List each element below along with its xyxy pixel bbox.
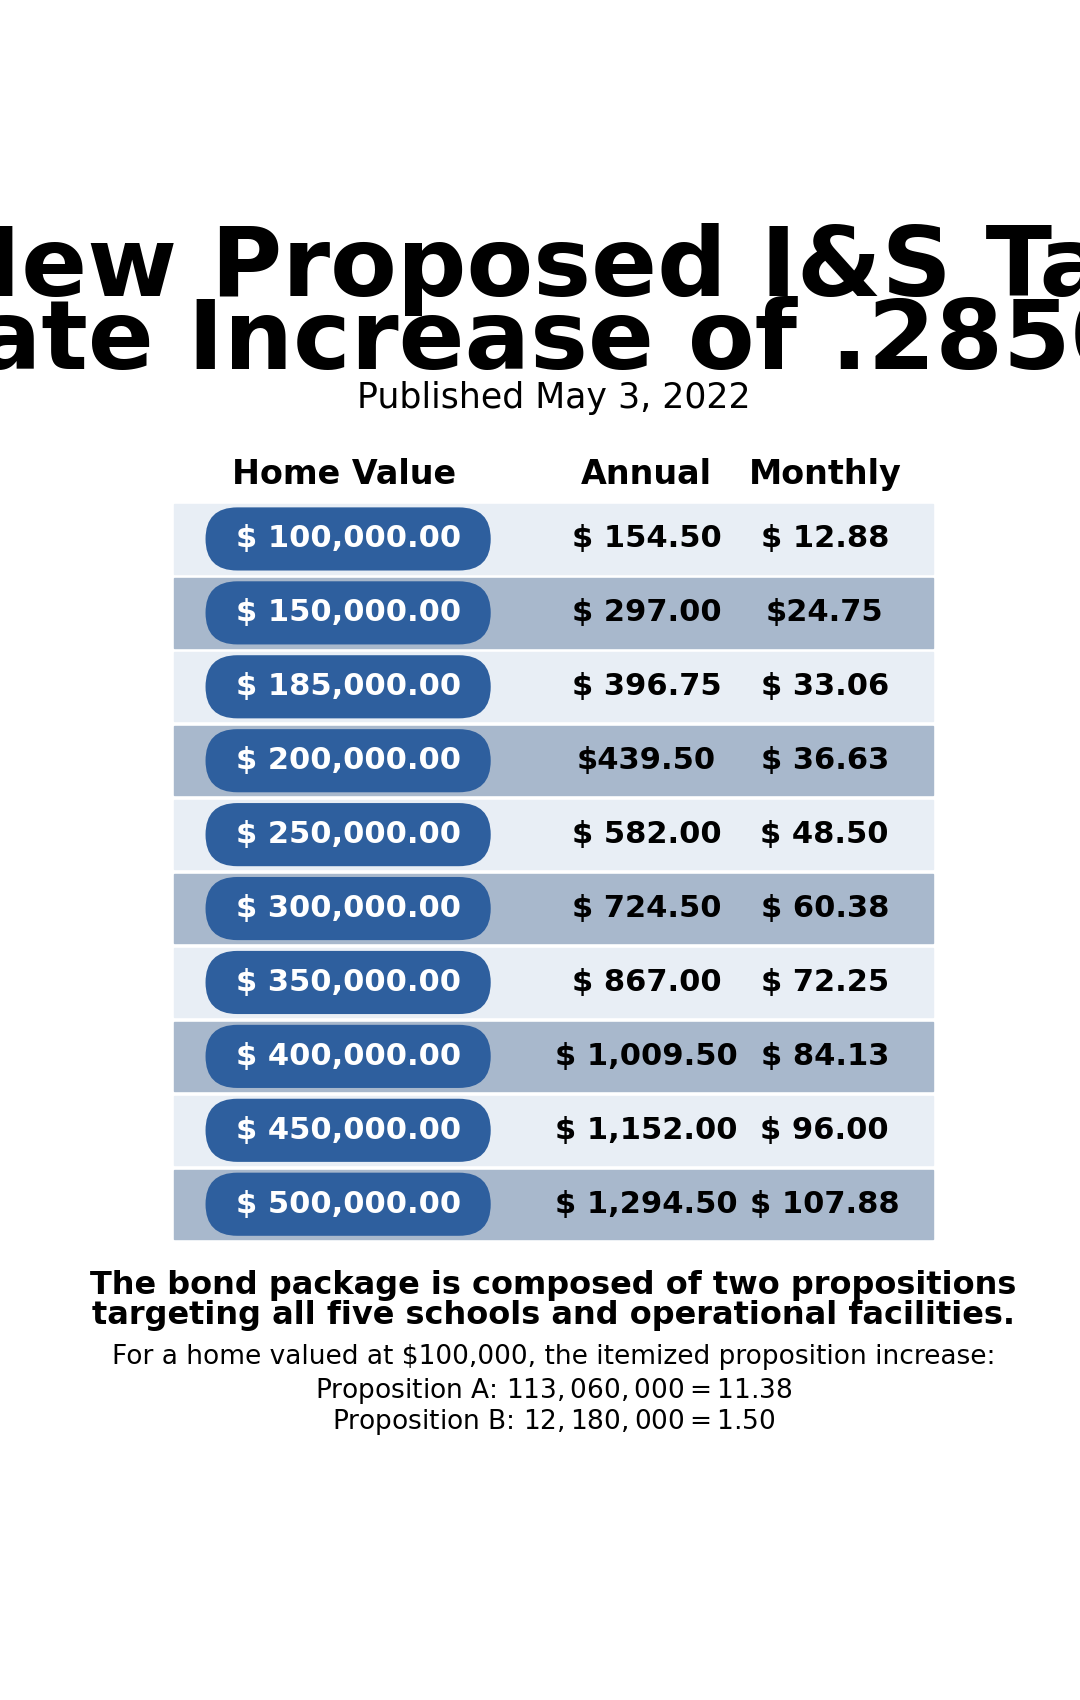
Text: $ 582.00: $ 582.00 xyxy=(571,819,721,848)
Text: Home Value: Home Value xyxy=(232,457,457,491)
Bar xyxy=(174,726,933,796)
FancyBboxPatch shape xyxy=(205,1173,490,1236)
FancyBboxPatch shape xyxy=(205,581,490,644)
FancyBboxPatch shape xyxy=(205,1098,490,1161)
Text: $ 84.13: $ 84.13 xyxy=(760,1042,889,1071)
Bar xyxy=(174,1096,933,1164)
FancyBboxPatch shape xyxy=(205,877,490,940)
Text: New Proposed I&S Tax: New Proposed I&S Tax xyxy=(0,223,1080,316)
Text: $ 1,152.00: $ 1,152.00 xyxy=(555,1115,738,1144)
Text: $ 150,000.00: $ 150,000.00 xyxy=(235,598,461,627)
FancyBboxPatch shape xyxy=(205,729,490,792)
Bar xyxy=(174,949,933,1017)
Text: $24.75: $24.75 xyxy=(766,598,883,627)
Text: Annual: Annual xyxy=(581,457,712,491)
Text: $ 724.50: $ 724.50 xyxy=(571,894,721,923)
Bar xyxy=(174,1170,933,1239)
Text: The bond package is composed of two propositions: The bond package is composed of two prop… xyxy=(91,1270,1016,1302)
Text: $ 297.00: $ 297.00 xyxy=(571,598,721,627)
Text: $ 48.50: $ 48.50 xyxy=(760,819,889,848)
Text: $ 107.88: $ 107.88 xyxy=(750,1190,900,1219)
Text: $ 12.88: $ 12.88 xyxy=(760,525,889,554)
Text: targeting all five schools and operational facilities.: targeting all five schools and operation… xyxy=(92,1300,1015,1331)
Text: $ 100,000.00: $ 100,000.00 xyxy=(235,525,461,554)
Text: Rate Increase of .2850¢: Rate Increase of .2850¢ xyxy=(0,296,1080,389)
Bar xyxy=(174,578,933,648)
Text: $ 1,294.50: $ 1,294.50 xyxy=(555,1190,738,1219)
Text: $ 867.00: $ 867.00 xyxy=(571,967,721,996)
Text: $ 154.50: $ 154.50 xyxy=(571,525,721,554)
Text: $ 200,000.00: $ 200,000.00 xyxy=(235,746,461,775)
Text: $ 300,000.00: $ 300,000.00 xyxy=(235,894,461,923)
FancyBboxPatch shape xyxy=(205,507,490,571)
Text: Monthly: Monthly xyxy=(748,457,901,491)
Bar xyxy=(174,653,933,721)
Text: $ 185,000.00: $ 185,000.00 xyxy=(235,672,461,702)
Text: $ 33.06: $ 33.06 xyxy=(760,672,889,702)
Bar xyxy=(174,1022,933,1091)
Text: $ 396.75: $ 396.75 xyxy=(571,672,721,702)
FancyBboxPatch shape xyxy=(205,1025,490,1088)
Text: $ 450,000.00: $ 450,000.00 xyxy=(235,1115,461,1144)
Text: Proposition B: $12,180,000 = $1.50: Proposition B: $12,180,000 = $1.50 xyxy=(332,1406,775,1436)
Text: $439.50: $439.50 xyxy=(577,746,716,775)
Text: Published May 3, 2022: Published May 3, 2022 xyxy=(356,381,751,415)
Text: For a home valued at $100,000, the itemized proposition increase:: For a home valued at $100,000, the itemi… xyxy=(111,1343,996,1370)
Bar xyxy=(174,874,933,944)
Text: $ 72.25: $ 72.25 xyxy=(760,967,889,996)
Text: $ 250,000.00: $ 250,000.00 xyxy=(235,819,461,848)
FancyBboxPatch shape xyxy=(205,950,490,1013)
Text: $ 350,000.00: $ 350,000.00 xyxy=(235,967,461,996)
Text: $ 1,009.50: $ 1,009.50 xyxy=(555,1042,738,1071)
Text: $ 60.38: $ 60.38 xyxy=(760,894,889,923)
Text: $ 500,000.00: $ 500,000.00 xyxy=(235,1190,461,1219)
FancyBboxPatch shape xyxy=(205,654,490,719)
Bar xyxy=(174,801,933,869)
FancyBboxPatch shape xyxy=(205,802,490,867)
Text: Proposition A: $113,060,000 = $11.38: Proposition A: $113,060,000 = $11.38 xyxy=(315,1375,792,1406)
Text: $ 96.00: $ 96.00 xyxy=(760,1115,889,1144)
Text: $ 36.63: $ 36.63 xyxy=(760,746,889,775)
Bar xyxy=(174,505,933,573)
Text: $ 400,000.00: $ 400,000.00 xyxy=(235,1042,461,1071)
